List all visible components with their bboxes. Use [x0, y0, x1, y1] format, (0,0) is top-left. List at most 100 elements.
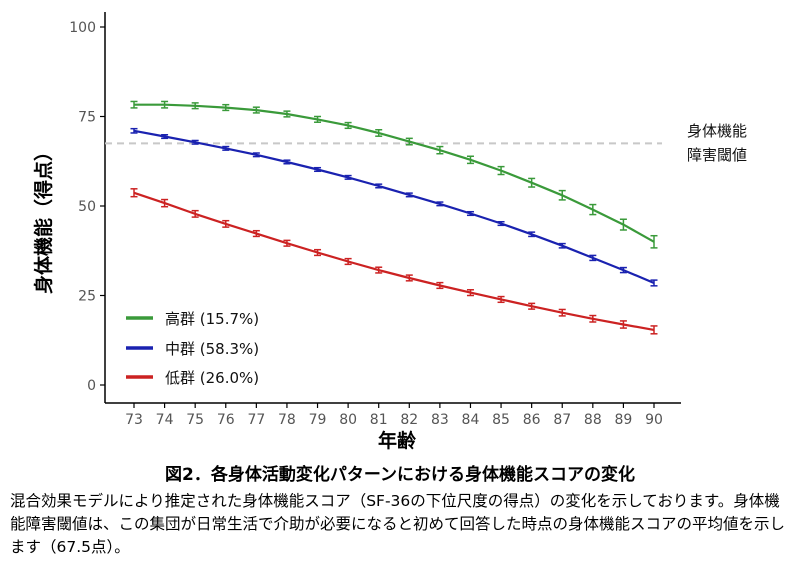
error-bar [497, 295, 505, 304]
error-bar [344, 257, 352, 266]
error-bar [558, 189, 566, 201]
error-bar [161, 134, 169, 140]
x-axis-ticks: 73 74 75 76 77 78 79 80 81 82 83 84 85 86 87 88 89 90 [125, 403, 663, 428]
legend-item: 高群 (15.7%) [126, 310, 259, 328]
error-bar [314, 166, 322, 173]
error-bar [497, 165, 505, 176]
x-tick-label: 78 [278, 412, 296, 428]
figure-description: 混合効果モデルにより推定された身体機能スコア（SF-36の下位尺度の得点）の変化… [10, 492, 786, 556]
error-bar [252, 152, 260, 158]
error-bar [344, 121, 352, 130]
series-line [134, 103, 655, 243]
error-bar [619, 218, 627, 231]
series-line [133, 129, 655, 285]
error-bar [344, 174, 352, 180]
series-1 [130, 127, 658, 287]
error-bar [222, 219, 230, 228]
legend-label: 高群 (15.7%) [165, 310, 259, 328]
error-bar [130, 127, 138, 134]
x-tick-label: 84 [462, 412, 480, 428]
error-bar [405, 137, 413, 146]
error-bar [405, 274, 413, 282]
legend: 高群 (15.7%) 中群 (58.3%) 低群 (26.0%) [126, 310, 259, 387]
x-tick-label: 89 [614, 412, 632, 428]
error-bar [161, 198, 169, 208]
y-axis-title: 身体機能（得点） [32, 142, 55, 294]
figure-caption: 図2．各身体活動変化パターンにおける身体機能スコアの変化 混合効果モデルにより推… [0, 462, 800, 559]
error-bar [222, 145, 230, 151]
error-bar [466, 155, 474, 165]
threshold-label-line2: 障害閾値 [687, 146, 747, 164]
y-tick-label: 0 [87, 378, 96, 394]
y-tick-label: 100 [69, 20, 96, 36]
error-bar [466, 210, 474, 217]
figure-title: 図2．各身体活動変化パターンにおける身体機能スコアの変化 [165, 465, 635, 485]
error-bar [191, 102, 199, 110]
y-tick-label: 75 [78, 110, 96, 126]
error-bar [283, 110, 291, 118]
line-chart: 身体機能障害閾値 0 25 50 75 100 73 74 75 76 77 78 79 80 81 82… [32, 12, 747, 452]
error-bar [375, 128, 383, 137]
error-bar [528, 177, 536, 188]
error-bar [314, 248, 322, 257]
error-bar [375, 183, 383, 189]
error-bar [466, 289, 474, 297]
series-group [130, 100, 658, 335]
x-tick-label: 80 [339, 412, 357, 428]
y-tick-label: 50 [78, 199, 96, 215]
x-tick-label: 90 [645, 412, 663, 428]
error-bar [222, 103, 230, 112]
error-bar [650, 279, 658, 287]
x-tick-label: 75 [186, 412, 204, 428]
error-bar [191, 139, 199, 145]
series-line [133, 191, 655, 331]
threshold-label-line1: 身体機能 [687, 122, 747, 140]
error-bar [619, 266, 627, 274]
legend-item: 中群 (58.3%) [126, 340, 259, 358]
error-bar [405, 192, 413, 198]
error-bar [436, 281, 444, 290]
x-tick-label: 82 [400, 412, 418, 428]
error-bar [252, 106, 260, 114]
error-bar [375, 266, 383, 274]
error-bar [589, 314, 597, 323]
x-tick-label: 88 [584, 412, 602, 428]
x-axis-title: 年齢 [378, 429, 417, 452]
error-bar [130, 188, 138, 198]
error-bar [191, 209, 199, 218]
legend-label: 中群 (58.3%) [165, 340, 259, 358]
threshold-line-group: 身体機能障害閾値 [105, 122, 747, 164]
error-bar [619, 320, 627, 329]
series-0 [130, 100, 658, 249]
error-bar [589, 203, 597, 216]
x-tick-label: 85 [492, 412, 510, 428]
legend-item: 低群 (26.0%) [126, 369, 259, 387]
x-tick-label: 79 [309, 412, 327, 428]
error-bar [650, 234, 658, 249]
error-bar [436, 201, 444, 207]
x-tick-label: 77 [247, 412, 265, 428]
y-axis-ticks: 0 25 50 75 100 [69, 20, 105, 394]
error-bar [436, 145, 444, 155]
error-bar [558, 242, 566, 249]
x-tick-label: 76 [217, 412, 235, 428]
error-bar [252, 229, 260, 238]
x-tick-label: 86 [523, 412, 541, 428]
series-2 [130, 188, 658, 335]
error-bar [283, 239, 291, 247]
error-bar [528, 231, 536, 238]
x-tick-label: 73 [125, 412, 143, 428]
x-tick-label: 81 [370, 412, 388, 428]
x-tick-label: 87 [553, 412, 571, 428]
error-bar [650, 325, 658, 335]
error-bar [497, 221, 505, 227]
x-tick-label: 74 [156, 412, 174, 428]
error-bar [161, 100, 169, 109]
error-bar [558, 308, 566, 317]
error-bar [528, 302, 536, 310]
error-bar [130, 100, 138, 109]
legend-label: 低群 (26.0%) [165, 369, 259, 387]
error-bar [314, 115, 322, 123]
error-bar [589, 254, 597, 262]
